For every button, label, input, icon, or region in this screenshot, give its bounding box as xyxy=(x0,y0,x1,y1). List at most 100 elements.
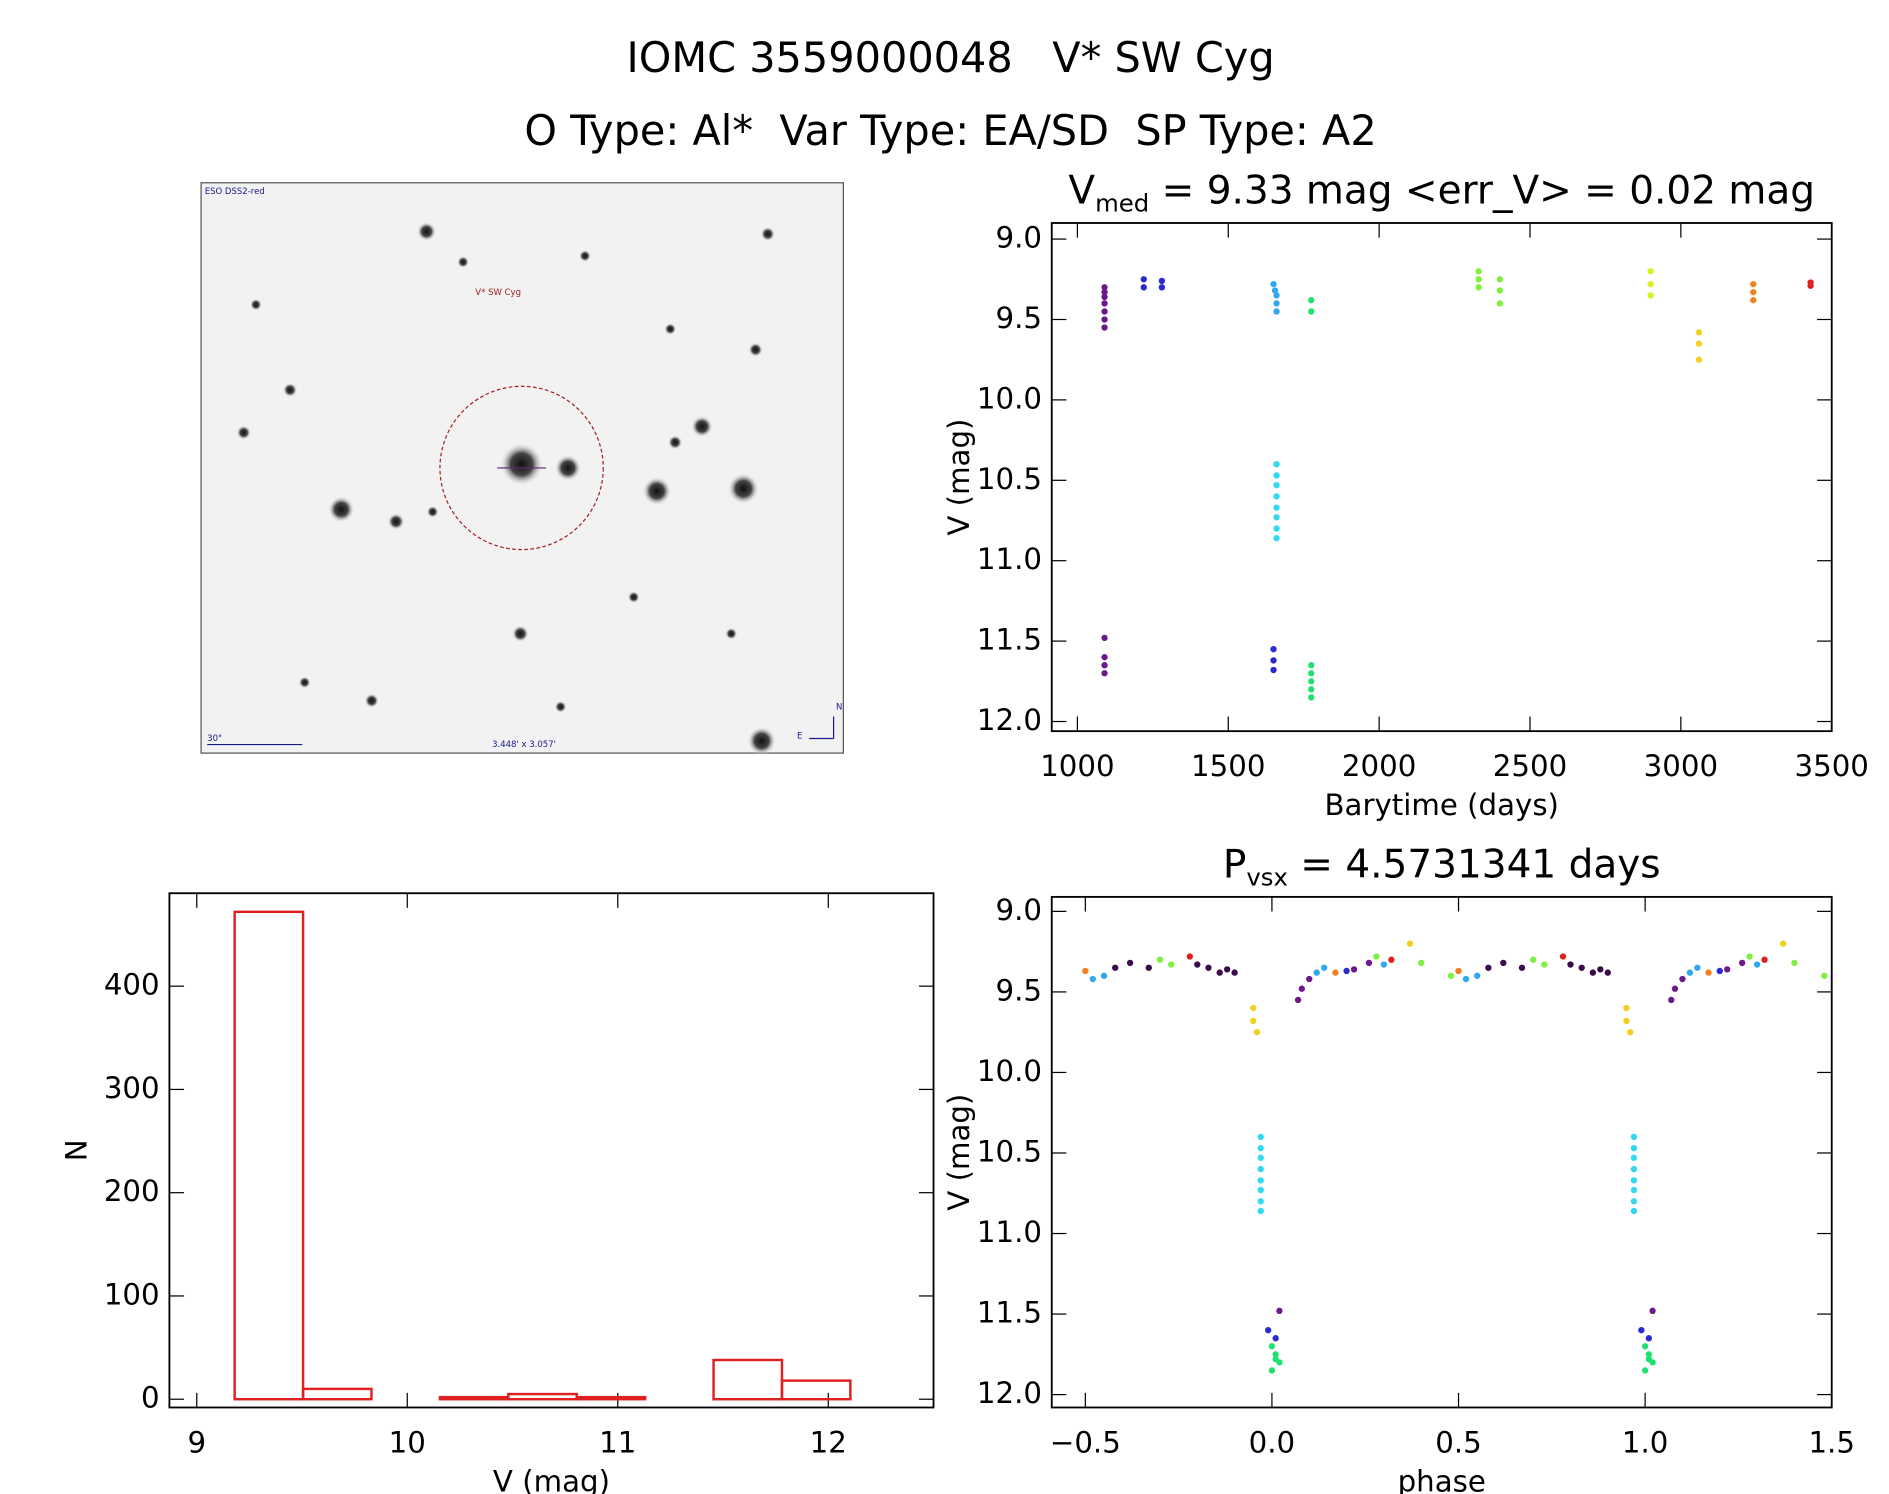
point xyxy=(1630,1177,1638,1184)
point xyxy=(1529,956,1537,963)
point xyxy=(1641,1367,1649,1374)
point xyxy=(1308,297,1315,304)
subtitle: O Type: Al* Var Type: EA/SD SP Type: A2 xyxy=(524,107,1376,155)
point xyxy=(1695,329,1703,336)
point xyxy=(1250,1017,1257,1025)
plot-frame xyxy=(1050,222,1833,733)
point xyxy=(1750,297,1757,304)
point xyxy=(1332,969,1339,976)
point xyxy=(1298,985,1305,992)
bar xyxy=(233,910,305,1401)
point xyxy=(1101,284,1108,291)
point xyxy=(1475,268,1482,275)
x-tick-label: 2500 xyxy=(1493,749,1567,783)
point xyxy=(1270,645,1277,653)
point xyxy=(1350,966,1358,973)
point xyxy=(1630,1144,1638,1152)
point xyxy=(1101,308,1108,315)
point xyxy=(1496,300,1503,307)
title: IOMC 3559000048 V* SW Cyg xyxy=(627,34,1275,82)
point xyxy=(1270,657,1277,664)
x-tick-label: 1.0 xyxy=(1622,1426,1669,1460)
point xyxy=(1101,288,1108,296)
point xyxy=(1156,956,1164,963)
point xyxy=(1268,1343,1276,1350)
title-sub: med xyxy=(1095,189,1149,218)
point xyxy=(1273,493,1280,500)
point xyxy=(1313,969,1320,976)
point xyxy=(1273,504,1280,511)
point xyxy=(1101,316,1108,323)
point xyxy=(1216,969,1223,976)
point xyxy=(1101,654,1108,661)
point xyxy=(1145,964,1152,971)
x-tick-label: 12 xyxy=(810,1426,847,1460)
point xyxy=(1265,1326,1272,1334)
point xyxy=(1306,975,1313,983)
point xyxy=(1273,535,1280,542)
title-main: P xyxy=(1223,842,1247,887)
y-tick-label: 11.0 xyxy=(977,542,1042,576)
point xyxy=(1268,1367,1276,1374)
y-tick-label: 200 xyxy=(104,1174,160,1208)
point xyxy=(1518,964,1526,971)
point xyxy=(1623,1017,1630,1025)
y-tick-label: 400 xyxy=(104,968,160,1002)
bar xyxy=(507,1392,578,1401)
point xyxy=(1638,1326,1645,1334)
point xyxy=(1257,1186,1264,1194)
point xyxy=(1647,268,1654,275)
point xyxy=(1630,1207,1638,1215)
point xyxy=(1257,1165,1264,1173)
point xyxy=(1257,1133,1264,1141)
point xyxy=(1746,953,1753,960)
plot-frame xyxy=(168,892,935,1409)
title-rest: = 4.5731341 days xyxy=(1288,842,1661,887)
point xyxy=(1604,969,1611,976)
point xyxy=(1194,961,1201,968)
chart-title: Vmed = 9.33 mag <err_V> = 0.02 mag xyxy=(1068,168,1815,218)
point xyxy=(1101,324,1108,331)
point xyxy=(1750,280,1757,288)
point xyxy=(1630,1186,1638,1194)
point xyxy=(1623,1004,1630,1012)
sky-image: ESO DSS2-red V* SW Cyg 30" 3.448' x 3.05… xyxy=(200,182,844,756)
bar xyxy=(575,1395,647,1401)
point xyxy=(1082,967,1089,975)
point xyxy=(1273,472,1280,479)
point xyxy=(1750,288,1757,296)
point xyxy=(1270,280,1277,288)
point xyxy=(1475,284,1482,291)
point xyxy=(1273,300,1280,307)
compass xyxy=(809,716,835,740)
point xyxy=(1270,666,1277,674)
y-tick-label: 100 xyxy=(104,1277,160,1311)
point xyxy=(1455,967,1462,975)
survey-label: ESO DSS2-red xyxy=(205,187,265,197)
point xyxy=(1308,678,1315,685)
point xyxy=(1724,966,1731,973)
point xyxy=(1474,972,1481,979)
point xyxy=(1647,280,1654,288)
x-tick-label: 0.0 xyxy=(1249,1426,1296,1460)
bar xyxy=(712,1358,784,1401)
point xyxy=(1485,964,1492,971)
point xyxy=(1807,282,1814,289)
point xyxy=(1231,969,1238,976)
stars xyxy=(236,221,777,756)
point xyxy=(1271,287,1279,294)
bar xyxy=(780,1379,852,1401)
point xyxy=(1647,292,1654,299)
point xyxy=(1272,1351,1279,1358)
point xyxy=(1447,972,1455,979)
point xyxy=(1462,975,1470,983)
point xyxy=(1686,969,1694,976)
point xyxy=(1126,959,1134,967)
north-label: N xyxy=(836,702,842,712)
point xyxy=(1273,292,1280,299)
point xyxy=(1158,277,1166,285)
point xyxy=(1140,276,1147,283)
point xyxy=(1668,996,1675,1004)
x-tick-label: −0.5 xyxy=(1050,1426,1121,1460)
